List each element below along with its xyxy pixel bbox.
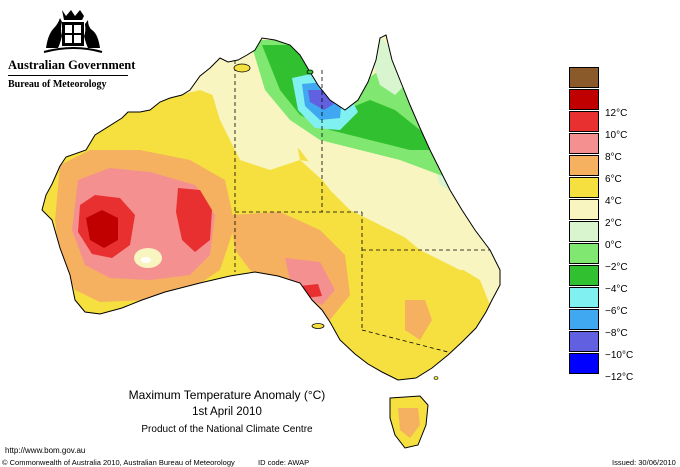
coat-of-arms-icon <box>43 10 103 53</box>
map-title: Maximum Temperature Anomaly (°C) <box>128 388 326 402</box>
legend-label: 12°C <box>605 108 628 119</box>
anomaly-region-green-north <box>262 45 440 150</box>
legend-label: 6°C <box>605 174 622 185</box>
legend-label: −6°C <box>605 306 628 317</box>
anomaly-region-red-central <box>176 188 212 252</box>
kangaroo-island <box>311 323 325 329</box>
anomaly-region-pale-central <box>205 50 300 170</box>
footer-bar: © Commonwealth of Australia 2010, Austra… <box>0 458 680 467</box>
legend-swatch <box>569 89 599 110</box>
header-divider <box>8 75 128 76</box>
groote-island <box>306 69 314 75</box>
government-name: Australian Government <box>8 58 136 72</box>
legend-swatch <box>569 243 599 264</box>
legend-label: 4°C <box>605 196 622 207</box>
legend-swatch <box>569 111 599 132</box>
anomaly-region-darkred-west <box>86 210 118 248</box>
flinders-island <box>433 376 439 380</box>
legend-label: −8°C <box>605 328 628 339</box>
bureau-name: Bureau of Meteorology <box>8 79 107 90</box>
footer-issued: Issued: 30/06/2010 <box>612 458 676 467</box>
map-date: 1st April 2010 <box>192 406 262 418</box>
legend-label: −12°C <box>605 372 634 383</box>
legend-swatch <box>569 353 599 374</box>
state-borders <box>234 60 490 353</box>
legend-swatch <box>569 309 599 330</box>
legend-swatch <box>569 133 599 154</box>
anomaly-region-pink-sa <box>285 258 335 305</box>
anomaly-region-cool-spot-inner <box>141 257 151 263</box>
legend-swatch <box>569 177 599 198</box>
legend-swatch <box>569 221 599 242</box>
legend-swatch <box>569 287 599 308</box>
legend-swatch <box>569 331 599 352</box>
footer-url[interactable]: http://www.bom.gov.au <box>5 446 86 455</box>
footer-id-code: ID code: AWAP <box>258 458 310 467</box>
government-header: Australian Government Bureau of Meteorol… <box>8 8 136 90</box>
legend-swatch <box>569 155 599 176</box>
legend-swatch <box>569 67 599 88</box>
tasmania-orange-region <box>398 408 420 438</box>
legend-swatch <box>569 265 599 286</box>
legend-swatch <box>569 199 599 220</box>
legend-label: 10°C <box>605 130 628 141</box>
footer-copyright: © Commonwealth of Australia 2010, Austra… <box>2 458 235 467</box>
map-product: Product of the National Climate Centre <box>141 424 313 435</box>
legend-label: 0°C <box>605 240 622 251</box>
legend-label: 2°C <box>605 218 622 229</box>
legend-label: −4°C <box>605 284 628 295</box>
legend-label: −10°C <box>605 350 634 361</box>
melville-island <box>233 63 251 73</box>
legend-label: 8°C <box>605 152 622 163</box>
legend-label: −2°C <box>605 262 628 273</box>
anomaly-region-orange-vic <box>405 300 432 340</box>
